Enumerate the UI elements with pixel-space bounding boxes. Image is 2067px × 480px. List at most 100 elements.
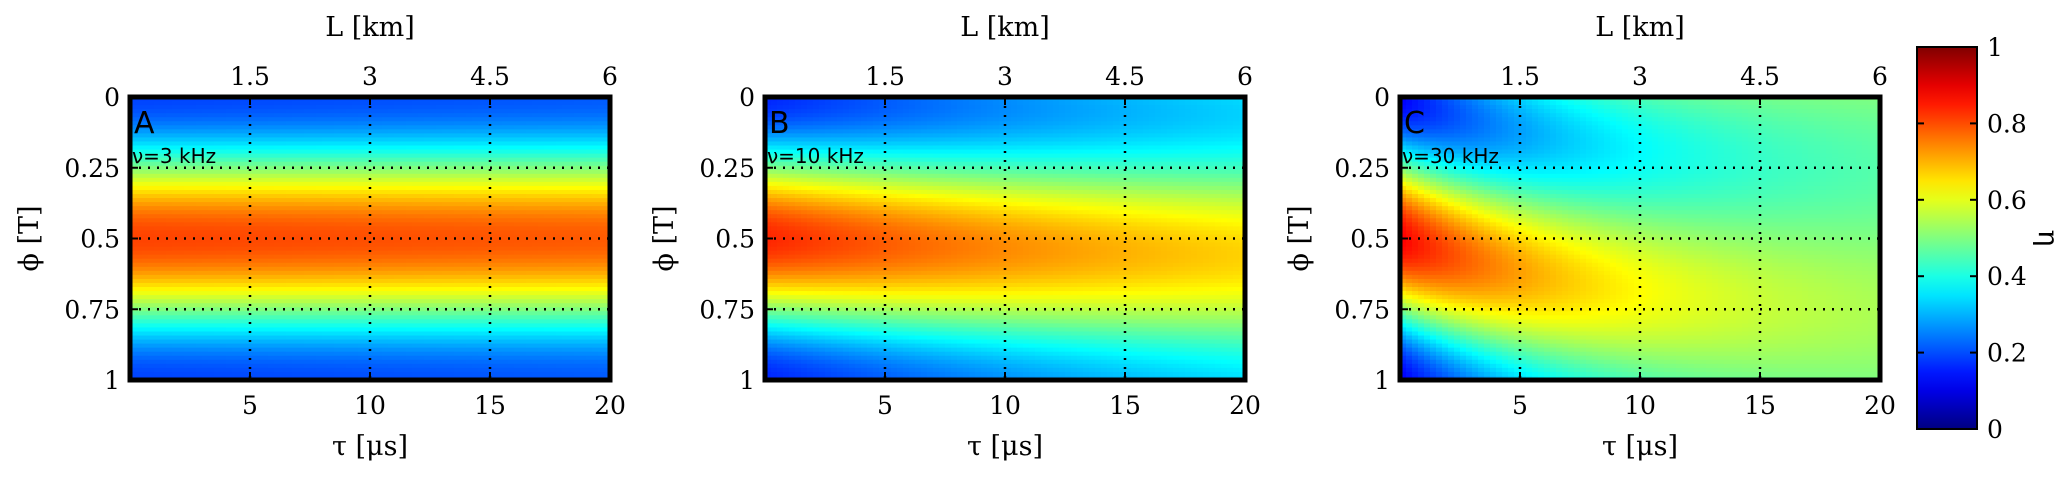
heatmap-cell (166, 335, 173, 341)
heatmap-cell (232, 230, 239, 236)
heatmap-cell (202, 113, 209, 118)
heatmap-cell (178, 129, 185, 134)
heatmap-cell (310, 113, 317, 118)
heatmap-cell (178, 303, 185, 308)
heatmap-cell (184, 359, 191, 365)
heatmap-cell (202, 242, 209, 248)
heatmap-cell (286, 335, 293, 341)
heatmap-cell (502, 173, 509, 179)
heatmap-cell (532, 226, 539, 232)
heatmap-cell (358, 117, 365, 122)
heatmap-cell (250, 250, 257, 256)
heatmap-cell (532, 189, 539, 195)
heatmap-cell (316, 113, 323, 118)
heatmap-cell (388, 355, 395, 361)
heatmap-cell (250, 133, 257, 139)
heatmap-cell (166, 169, 173, 175)
heatmap-cell (148, 198, 155, 203)
heatmap-cell (238, 254, 245, 260)
heatmap-cell (526, 274, 533, 280)
heatmap-cell (514, 198, 521, 203)
heatmap-cell (178, 250, 185, 256)
heatmap-cell (520, 161, 527, 167)
heatmap-cell (418, 242, 425, 248)
heatmap-cell (538, 238, 545, 244)
heatmap-cell (226, 299, 233, 304)
heatmap-cell (478, 161, 485, 167)
heatmap-cell (364, 194, 371, 199)
heatmap-cell (262, 262, 269, 268)
heatmap-cell (286, 121, 293, 126)
heatmap-cell (256, 254, 263, 260)
heatmap-cell (334, 121, 341, 126)
heatmap-cell (448, 169, 455, 175)
heatmap-cell (280, 189, 287, 195)
heatmap-cell (436, 250, 443, 256)
heatmap-cell (262, 359, 269, 365)
heatmap-cell (460, 189, 467, 195)
heatmap-cell (406, 117, 413, 122)
heatmap-cell (340, 287, 347, 292)
heatmap-cell (334, 109, 341, 114)
heatmap-cell (142, 214, 149, 219)
heatmap-cell (394, 335, 401, 341)
heatmap-cell (442, 278, 449, 284)
heatmap-cell (346, 343, 353, 349)
heatmap-cell (406, 177, 413, 183)
heatmap-cell (268, 125, 275, 130)
heatmap-cell (196, 351, 203, 357)
heatmap-cell (430, 315, 437, 320)
heatmap-cell (274, 214, 281, 219)
heatmap-cell (532, 250, 539, 256)
heatmap-cell (412, 234, 419, 240)
heatmap-cell (196, 105, 203, 110)
heatmap-cell (202, 153, 209, 159)
heatmap-cell (220, 153, 227, 159)
heatmap-cell (160, 206, 167, 211)
heatmap-cell (358, 339, 365, 345)
heatmap-cell (148, 125, 155, 130)
heatmap-cell (238, 343, 245, 349)
heatmap-cell (394, 137, 401, 143)
heatmap-cell (490, 161, 497, 167)
heatmap-cell (460, 347, 467, 353)
heatmap-cell (418, 274, 425, 280)
heatmap-cell (394, 141, 401, 147)
heatmap-cell (160, 234, 167, 240)
heatmap-cell (400, 327, 407, 333)
heatmap-cell (400, 105, 407, 110)
heatmap-cell (364, 137, 371, 143)
heatmap-cell (208, 339, 215, 345)
heatmap-cell (412, 214, 419, 219)
heatmap-cell (304, 307, 311, 312)
heatmap-cell (472, 295, 479, 300)
heatmap-cell (418, 254, 425, 260)
heatmap-cell (262, 218, 269, 223)
heatmap-cell (550, 109, 557, 114)
heatmap-cell (292, 311, 299, 316)
heatmap-cell (556, 149, 563, 155)
heatmap-cell (250, 161, 257, 167)
heatmap-cell (208, 363, 215, 369)
heatmap-cell (160, 137, 167, 143)
heatmap-cell (196, 173, 203, 179)
heatmap-cell (448, 177, 455, 183)
heatmap-cell (310, 206, 317, 211)
heatmap-cell (226, 214, 233, 219)
heatmap-cell (412, 101, 419, 106)
heatmap-cell (418, 194, 425, 199)
heatmap-cell (520, 198, 527, 203)
heatmap-cell (490, 117, 497, 122)
heatmap-cell (352, 339, 359, 345)
heatmap-cell (184, 109, 191, 114)
heatmap-cell (172, 206, 179, 211)
heatmap-cell (316, 234, 323, 240)
heatmap-cell (238, 359, 245, 365)
heatmap-cell (310, 278, 317, 284)
heatmap-cell (166, 327, 173, 333)
heatmap-cell (508, 206, 515, 211)
heatmap-cell (352, 266, 359, 272)
heatmap-cell (538, 181, 545, 187)
heatmap-cell (202, 222, 209, 227)
heatmap-cell (130, 327, 137, 333)
